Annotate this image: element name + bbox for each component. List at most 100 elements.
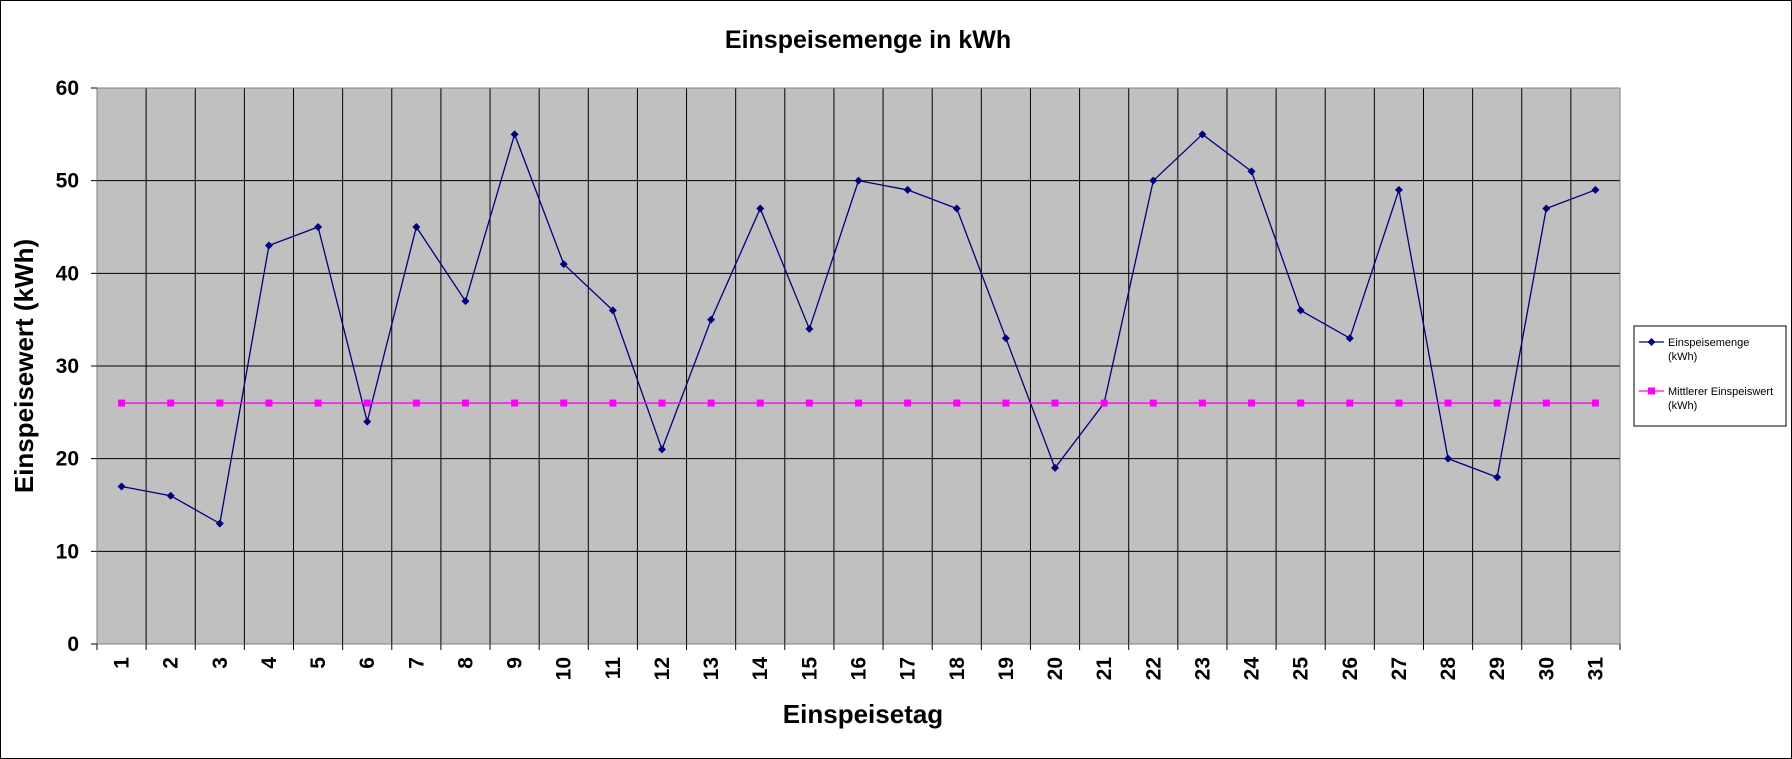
series-point bbox=[1297, 399, 1305, 407]
chart-title: Einspeisemenge in kWh bbox=[725, 26, 1011, 54]
x-tick-label: 4 bbox=[258, 657, 281, 669]
series-point bbox=[1198, 130, 1207, 139]
series-point bbox=[1001, 334, 1010, 343]
series-point bbox=[167, 399, 175, 407]
legend-label: Mittlerer Einspeiswert bbox=[1668, 386, 1773, 398]
series-point bbox=[903, 185, 912, 194]
series-point bbox=[805, 399, 813, 407]
series-point bbox=[1100, 399, 1108, 407]
series-point bbox=[314, 223, 323, 231]
legend-label: (kWh) bbox=[1668, 351, 1697, 363]
legend-label: Einspeisemenge bbox=[1668, 337, 1749, 349]
y-tick-label: 30 bbox=[56, 355, 79, 378]
series-point bbox=[1444, 454, 1453, 463]
series-point bbox=[461, 399, 469, 407]
x-tick-label: 27 bbox=[1388, 657, 1411, 680]
series-point bbox=[1394, 185, 1403, 194]
x-tick-label: 28 bbox=[1437, 657, 1460, 681]
x-tick-label: 5 bbox=[307, 657, 330, 669]
x-tick-label: 18 bbox=[946, 657, 969, 681]
series-point bbox=[1198, 399, 1206, 407]
x-tick-label: 21 bbox=[1093, 657, 1116, 681]
series-point bbox=[117, 482, 126, 491]
x-tick-label: 9 bbox=[504, 657, 527, 669]
x-tick-label: 13 bbox=[700, 657, 723, 680]
series-point bbox=[953, 399, 961, 407]
legend-swatch-marker bbox=[1648, 387, 1655, 395]
legend-swatch-marker bbox=[1647, 338, 1656, 346]
legend: Einspeisemenge (kWh) Mittlerer Einspeiswer… bbox=[1633, 325, 1787, 427]
series-point bbox=[904, 399, 912, 407]
series-point bbox=[1444, 399, 1452, 407]
series-point bbox=[264, 241, 273, 250]
y-axis-title: Einspeisewert (kWh) bbox=[9, 239, 39, 493]
series-point bbox=[1542, 399, 1550, 407]
series-point bbox=[215, 519, 224, 528]
series-point bbox=[1296, 306, 1305, 315]
y-tick-label: 20 bbox=[56, 448, 79, 471]
series-point bbox=[1051, 463, 1060, 472]
x-tick-label: 8 bbox=[454, 657, 477, 669]
series-point bbox=[658, 399, 666, 407]
series-point bbox=[657, 445, 666, 454]
series-point bbox=[510, 130, 519, 139]
x-tick-label: 19 bbox=[995, 657, 1018, 680]
series-point bbox=[511, 399, 519, 407]
series-point bbox=[1591, 399, 1599, 407]
series-point bbox=[166, 491, 175, 500]
series-point bbox=[756, 204, 765, 213]
x-tick-label: 26 bbox=[1339, 657, 1362, 680]
x-tick-label: 12 bbox=[651, 657, 674, 680]
x-tick-label: 29 bbox=[1486, 657, 1509, 680]
series-point bbox=[314, 399, 322, 407]
y-tick-label: 50 bbox=[56, 170, 79, 193]
x-tick-label: 25 bbox=[1290, 657, 1313, 681]
legend-label: (kWh) bbox=[1668, 400, 1697, 412]
series-point bbox=[1346, 399, 1354, 407]
x-tick-label: 10 bbox=[553, 657, 576, 680]
x-tick-label: 24 bbox=[1241, 657, 1264, 681]
series-point bbox=[1149, 399, 1157, 407]
series-point bbox=[1248, 399, 1256, 407]
y-tick-label: 60 bbox=[56, 77, 79, 100]
y-tick-label: 0 bbox=[67, 633, 79, 656]
x-tick-label: 30 bbox=[1535, 657, 1558, 680]
series-point bbox=[461, 297, 470, 306]
series-point bbox=[756, 399, 764, 407]
series-point bbox=[1493, 399, 1501, 407]
series-point bbox=[560, 399, 568, 407]
series-point bbox=[1591, 185, 1600, 194]
x-tick-label: 17 bbox=[897, 657, 920, 680]
series-point bbox=[805, 324, 814, 333]
series-point bbox=[1149, 176, 1158, 185]
series-point bbox=[412, 399, 420, 407]
series-point bbox=[707, 399, 715, 407]
x-tick-label: 16 bbox=[848, 657, 871, 680]
x-tick-label: 22 bbox=[1142, 657, 1165, 680]
series-point bbox=[265, 399, 273, 407]
x-tick-label: 20 bbox=[1044, 657, 1067, 680]
series-point bbox=[1542, 204, 1551, 213]
series-point bbox=[855, 399, 862, 407]
series-point bbox=[118, 399, 126, 407]
x-tick-label: 23 bbox=[1191, 657, 1214, 680]
x-tick-label: 14 bbox=[749, 657, 772, 681]
x-axis-title: Einspeisetag bbox=[783, 699, 943, 729]
x-tick-label: 15 bbox=[798, 657, 821, 681]
series-point bbox=[608, 306, 617, 315]
series-point bbox=[363, 417, 372, 426]
x-tick-label: 6 bbox=[356, 657, 379, 669]
x-tick-label: 2 bbox=[160, 657, 183, 669]
x-tick-label: 7 bbox=[405, 657, 428, 669]
x-tick-label: 31 bbox=[1584, 657, 1607, 681]
series-point bbox=[1051, 399, 1059, 407]
series-point bbox=[216, 399, 224, 407]
series-point bbox=[707, 315, 716, 324]
y-tick-label: 40 bbox=[56, 262, 79, 285]
series-point bbox=[1002, 399, 1010, 407]
series-point bbox=[1395, 399, 1403, 407]
series-point bbox=[1345, 334, 1354, 343]
series-point bbox=[559, 260, 568, 269]
series-point bbox=[854, 176, 863, 185]
